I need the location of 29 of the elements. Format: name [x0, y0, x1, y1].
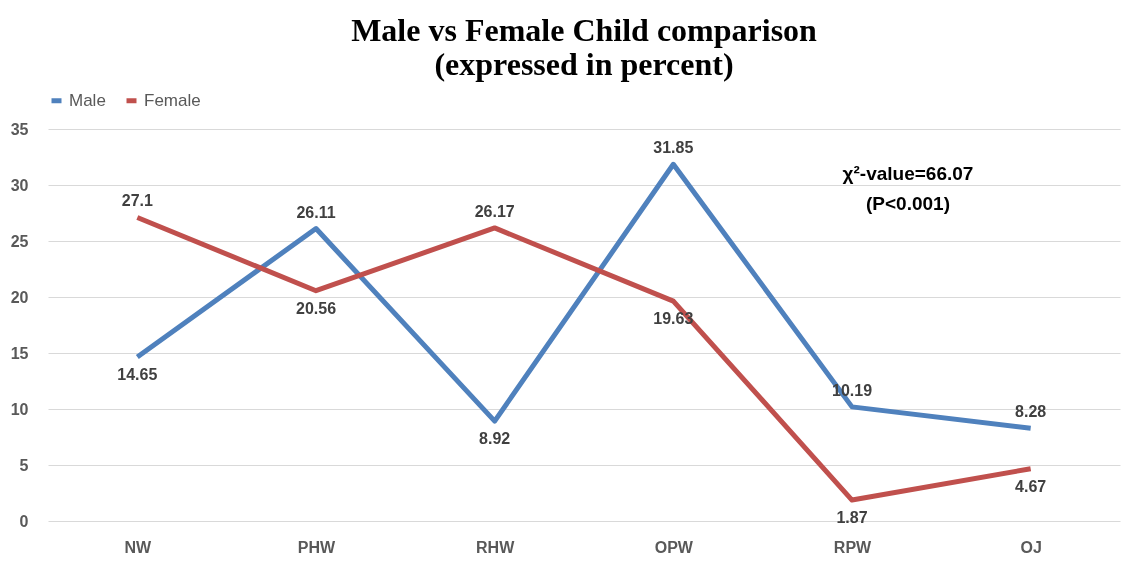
data-label: 14.65: [117, 365, 158, 383]
annotation: χ²-value=66.07: [842, 163, 974, 184]
y-tick-label: 0: [19, 512, 29, 530]
annotation: (P<0.001): [866, 193, 950, 214]
x-tick-label: OPW: [654, 538, 694, 556]
data-label: 20.56: [295, 299, 337, 317]
data-label: 1.87: [836, 509, 868, 527]
data-label: 26.11: [296, 203, 336, 221]
y-tick-label: 20: [10, 288, 29, 306]
data-label: 31.85: [653, 139, 694, 157]
data-label: 8.28: [1015, 403, 1047, 421]
data-label: 26.17: [474, 202, 515, 220]
y-tick-label: 35: [10, 120, 29, 138]
legend-label: Male: [69, 90, 106, 110]
y-tick-label: 25: [10, 232, 29, 250]
x-tick-label: NW: [124, 538, 153, 556]
x-tick-label: RPW: [833, 538, 873, 556]
data-label: 4.67: [1015, 477, 1047, 495]
x-tick-label: PHW: [297, 538, 337, 556]
text: Male vs Female Child comparison: [351, 12, 817, 48]
data-label: 8.92: [479, 430, 511, 448]
y-tick-label: 15: [10, 344, 29, 362]
legend-label: Female: [144, 90, 201, 110]
y-tick-label: 30: [10, 176, 29, 194]
y-tick-label: 5: [19, 456, 29, 474]
data-label: 27.1: [121, 192, 154, 210]
x-tick-label: OJ: [1020, 538, 1042, 556]
x-tick-label: RHW: [476, 538, 516, 556]
y-tick-label: 10: [10, 400, 29, 418]
